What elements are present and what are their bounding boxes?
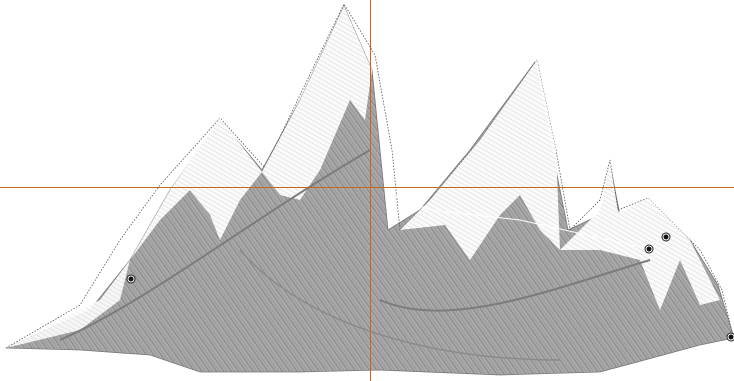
crosshair-vertical-line (370, 0, 371, 381)
snow-right-peak (400, 60, 560, 260)
node-handle-icon[interactable] (645, 245, 653, 253)
snow-left-peak (130, 118, 262, 260)
snow-small-peak (560, 162, 720, 310)
node-handle-icon[interactable] (127, 275, 135, 283)
flow-line (59, 149, 371, 341)
snow-main-peak (262, 6, 372, 200)
connector-line (394, 195, 667, 249)
node-handle-icon[interactable] (727, 333, 734, 341)
snow-base-left (6, 260, 130, 348)
crosshair-horizontal-line (0, 187, 734, 188)
node-handle-icon[interactable] (662, 233, 670, 241)
flow-line (379, 259, 651, 312)
